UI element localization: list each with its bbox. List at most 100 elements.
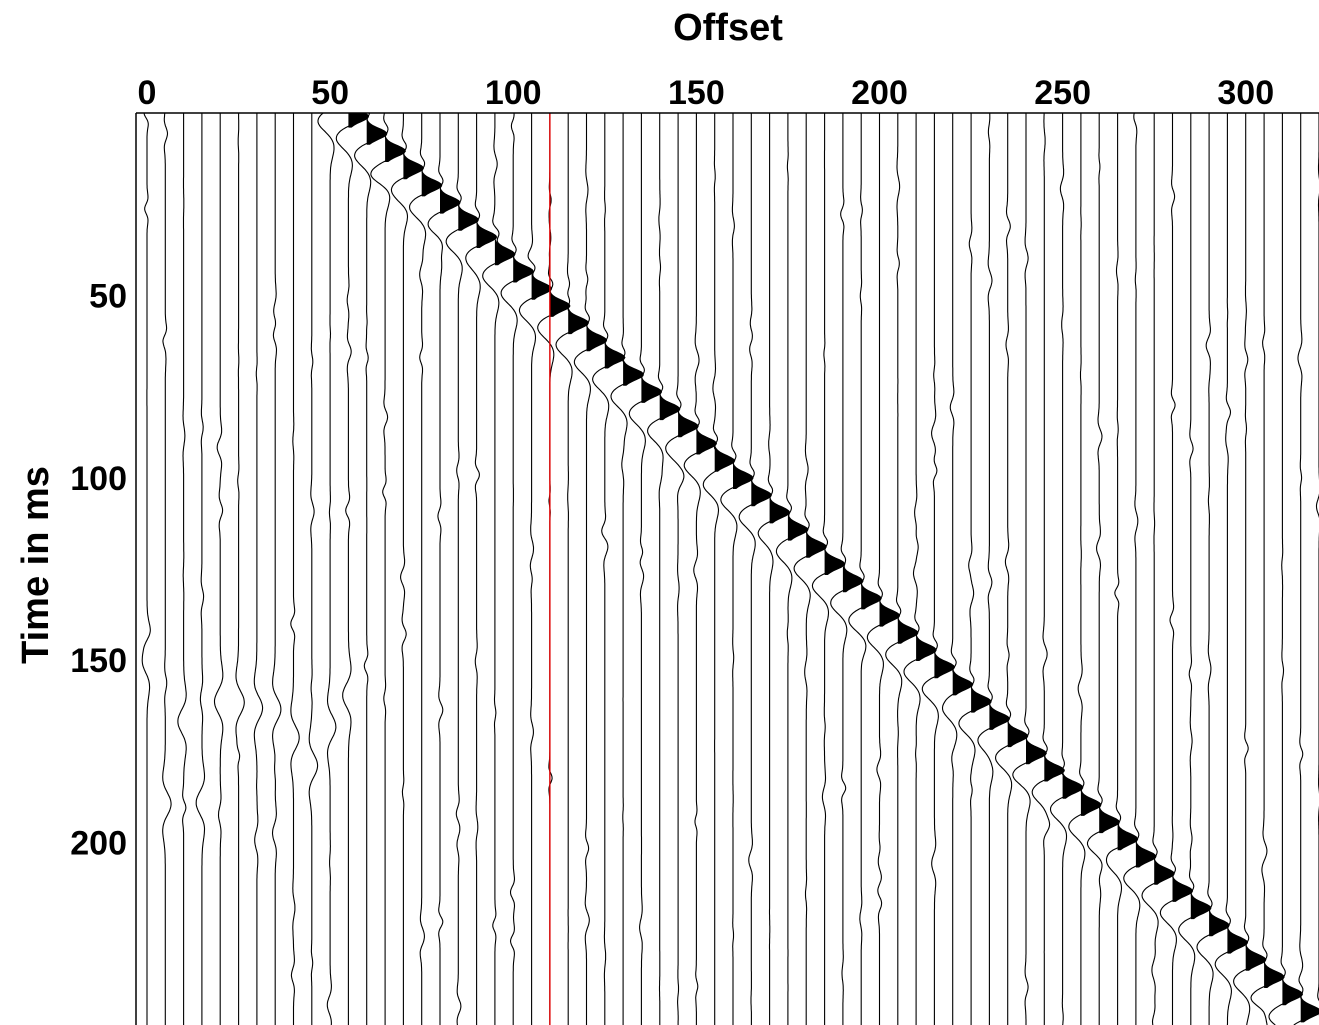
y-tick-label: 200 bbox=[70, 825, 127, 863]
trace-wiggle bbox=[1178, 113, 1212, 1025]
trace-wiggle bbox=[977, 112, 1010, 1025]
x-axis-ticks: 0 50 100 150 200 250 300 bbox=[138, 74, 1275, 112]
trace bbox=[1268, 113, 1304, 1025]
trace bbox=[1250, 113, 1285, 1025]
trace bbox=[537, 113, 571, 1025]
trace bbox=[977, 112, 1010, 1025]
trace bbox=[1012, 113, 1047, 1025]
trace-wiggle bbox=[253, 113, 264, 1025]
trace-wiggle bbox=[162, 112, 172, 1025]
trace bbox=[518, 113, 553, 1025]
trace-wiggle bbox=[445, 113, 479, 1025]
trace bbox=[628, 113, 662, 1025]
trace-wiggle bbox=[537, 113, 571, 1025]
first-arrival-fill bbox=[513, 253, 534, 283]
trace-wiggle bbox=[757, 113, 790, 1025]
trace bbox=[427, 113, 461, 1025]
trace bbox=[482, 113, 516, 1025]
trace-wiggle bbox=[500, 112, 534, 1025]
trace-wiggle bbox=[1141, 113, 1175, 1025]
trace-wiggle bbox=[195, 113, 206, 1025]
trace-wiggle bbox=[738, 113, 772, 1025]
x-tick-label: 100 bbox=[485, 74, 542, 112]
trace-wiggle bbox=[848, 113, 882, 1025]
trace-wiggle bbox=[370, 112, 406, 1025]
trace bbox=[1123, 112, 1157, 1025]
trace bbox=[335, 112, 369, 1025]
trace bbox=[354, 112, 388, 1025]
trace-wiggle bbox=[354, 112, 388, 1025]
trace bbox=[317, 112, 337, 1025]
trace bbox=[162, 112, 172, 1025]
trace bbox=[683, 113, 717, 1025]
trace-wiggle bbox=[573, 113, 607, 1025]
trace-wiggle bbox=[628, 113, 662, 1025]
trace-wiggle bbox=[885, 113, 919, 1025]
trace-wiggle bbox=[482, 113, 515, 1025]
trace bbox=[592, 113, 626, 1025]
trace bbox=[573, 113, 608, 1025]
trace bbox=[213, 113, 224, 1025]
x-tick-label: 150 bbox=[668, 74, 725, 112]
trace bbox=[177, 113, 187, 1025]
trace bbox=[885, 113, 919, 1025]
x-tick-label: 250 bbox=[1034, 74, 1091, 112]
trace-wiggle bbox=[1012, 113, 1047, 1025]
trace bbox=[775, 113, 809, 1025]
trace bbox=[757, 113, 791, 1025]
trace-wiggle bbox=[995, 113, 1028, 1025]
first-arrival-fill bbox=[494, 236, 516, 266]
y-tick-label: 50 bbox=[89, 277, 127, 315]
trace-wiggle bbox=[555, 113, 589, 1025]
trace bbox=[1214, 113, 1248, 1025]
y-tick-label: 150 bbox=[70, 642, 127, 680]
trace bbox=[738, 113, 772, 1025]
trace bbox=[647, 113, 681, 1025]
trace-wiggle bbox=[683, 113, 717, 1025]
trace-wiggle bbox=[1068, 113, 1102, 1025]
trace bbox=[702, 113, 736, 1025]
trace-wiggle bbox=[702, 113, 735, 1025]
trace bbox=[720, 113, 754, 1025]
trace bbox=[370, 112, 406, 1025]
trace bbox=[1049, 113, 1084, 1025]
trace bbox=[445, 113, 479, 1025]
first-arrival-fill bbox=[1117, 821, 1139, 851]
trace bbox=[1086, 113, 1120, 1025]
trace-wiggle bbox=[958, 113, 992, 1025]
trace bbox=[1031, 113, 1065, 1025]
trace bbox=[290, 113, 300, 1025]
trace-wiggle bbox=[793, 113, 827, 1025]
trace bbox=[921, 113, 955, 1025]
trace-wiggle bbox=[1233, 113, 1267, 1025]
trace-wiggle bbox=[235, 113, 245, 1025]
x-tick-label: 0 bbox=[138, 74, 157, 112]
trace bbox=[1233, 113, 1267, 1025]
y-axis-title: Time in ms bbox=[15, 466, 57, 664]
first-arrival-fill bbox=[1044, 752, 1065, 782]
trace-wiggle bbox=[830, 113, 863, 1025]
trace-wiggle bbox=[775, 113, 808, 1025]
trace bbox=[271, 113, 282, 1025]
trace-wiggle bbox=[866, 113, 900, 1025]
trace-wiggle bbox=[811, 113, 846, 1025]
trace bbox=[195, 113, 206, 1025]
trace-wiggle bbox=[335, 112, 369, 1025]
trace bbox=[848, 113, 882, 1025]
trace bbox=[665, 113, 699, 1025]
trace-wiggle bbox=[647, 113, 681, 1025]
trace-wiggle bbox=[271, 113, 282, 1025]
first-arrival-fill bbox=[824, 545, 846, 575]
trace-wiggle bbox=[1250, 113, 1285, 1025]
trace bbox=[308, 113, 319, 1025]
trace-wiggle bbox=[1123, 112, 1157, 1025]
trace-wiggle bbox=[290, 113, 300, 1025]
trace-wiggle bbox=[427, 113, 461, 1025]
plot-area bbox=[135, 112, 1319, 1025]
trace bbox=[1159, 113, 1194, 1025]
trace-wiggle bbox=[390, 113, 424, 1025]
trace bbox=[1068, 113, 1102, 1025]
trace bbox=[500, 112, 534, 1025]
trace-wiggle bbox=[1196, 113, 1230, 1025]
